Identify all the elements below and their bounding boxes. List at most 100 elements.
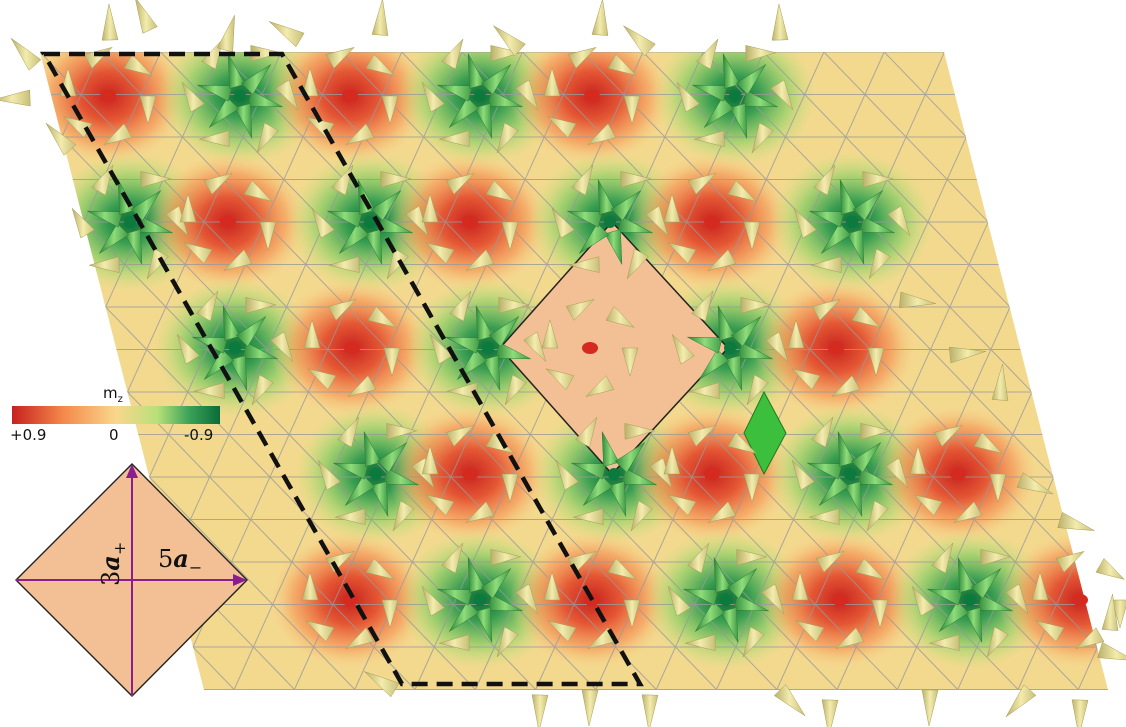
spin-cone (699, 349, 730, 380)
spin-cone (367, 306, 398, 328)
spin-cone (567, 46, 598, 69)
spin-cone (727, 180, 758, 202)
spin-cone (583, 475, 614, 506)
spin-cone (498, 297, 530, 314)
spin-cone (921, 689, 939, 727)
spin-cone (209, 97, 240, 128)
spin-cone (445, 424, 476, 447)
spin-cone (380, 171, 412, 188)
red-core-dot (220, 216, 236, 228)
spin-cone (240, 64, 271, 95)
spin-cone (197, 84, 233, 102)
spin-cone (645, 205, 669, 237)
spin-cone (275, 79, 299, 111)
spin-cone (1031, 571, 1049, 601)
spin-cone (474, 607, 493, 643)
spin-cone (515, 583, 539, 615)
spin-cone (176, 333, 200, 365)
spin-cone (421, 81, 445, 113)
spin-cone (885, 457, 909, 489)
spin-cone (383, 347, 401, 377)
highlight-rhombus (743, 390, 787, 476)
colorbar-tick-mid: 0 (109, 426, 119, 444)
spin-cone (821, 223, 852, 254)
spin-cone (515, 79, 539, 111)
spin-cone (740, 297, 772, 314)
spin-cone (331, 164, 354, 196)
spin-cone (857, 468, 893, 486)
inset-label-horizontal: 5a− (158, 544, 203, 577)
spin-cone (713, 557, 732, 593)
spin-cone (909, 445, 927, 475)
red-core-dot (344, 342, 360, 354)
spin-cone (235, 316, 266, 347)
spin-cone (551, 207, 575, 239)
spin-cone (737, 342, 773, 360)
spin-cone (676, 81, 700, 113)
spin-cone (1034, 620, 1065, 642)
spin-cone (791, 571, 809, 601)
spin-cone (256, 122, 279, 154)
spin-cone (663, 193, 681, 223)
spin-cone (449, 97, 480, 128)
spin-cone (730, 316, 761, 347)
spin-cone (717, 305, 736, 341)
spin-cone (381, 95, 399, 125)
spin-cone (787, 319, 805, 349)
spin-cone (179, 193, 197, 223)
spin-cone (496, 122, 519, 154)
spin-cone (204, 349, 235, 380)
green-core-dot (482, 342, 494, 354)
spin-cone (626, 248, 649, 280)
green-core-dot (604, 216, 616, 228)
spin-cone (495, 342, 531, 360)
spin-cone (980, 549, 1012, 566)
spin-cone (696, 38, 719, 70)
spin-cone (671, 333, 695, 365)
spin-cone (424, 242, 455, 264)
spin-cone (663, 445, 681, 475)
spin-cone (683, 588, 719, 606)
spin-cone (855, 558, 886, 580)
spin-cone (743, 221, 761, 251)
spin-cone (871, 599, 889, 629)
spin-cone (101, 3, 119, 41)
spin-cone (931, 542, 954, 574)
spin-cone (898, 291, 936, 309)
spin-cone (591, 0, 609, 36)
spin-cone (531, 694, 549, 727)
spin-cone (464, 501, 495, 524)
spin-cone (726, 568, 757, 599)
spin-cone (811, 298, 842, 321)
spin-cone (311, 207, 335, 239)
spin-cone (862, 171, 894, 188)
spin-cone (693, 130, 725, 147)
red-core-dot (832, 594, 848, 606)
spin-cone (605, 306, 636, 328)
spin-cone (88, 256, 120, 273)
spin-cone (449, 601, 480, 632)
spin-cone (345, 475, 376, 506)
spin-cone (392, 500, 415, 532)
spin-cone (834, 627, 865, 650)
spin-cone (809, 210, 845, 228)
spin-cone (247, 90, 283, 108)
spin-cone (860, 423, 892, 440)
green-core-dot (364, 216, 376, 228)
spin-cone (623, 25, 656, 57)
spin-cone (837, 431, 856, 467)
red-core-dot (100, 90, 116, 102)
spin-cone (742, 626, 765, 658)
green-core-dot (370, 468, 382, 480)
spin-cone (270, 331, 294, 363)
spin-cone (850, 442, 881, 473)
spin-cone (735, 64, 766, 95)
spin-cone (490, 45, 522, 62)
spin-cone (575, 416, 598, 448)
green-core-dot (474, 90, 486, 102)
spin-cone (438, 634, 470, 651)
spin-cone (687, 424, 718, 447)
spin-cone (523, 331, 547, 363)
green-core-dot (124, 216, 136, 228)
spin-cone (370, 481, 389, 517)
